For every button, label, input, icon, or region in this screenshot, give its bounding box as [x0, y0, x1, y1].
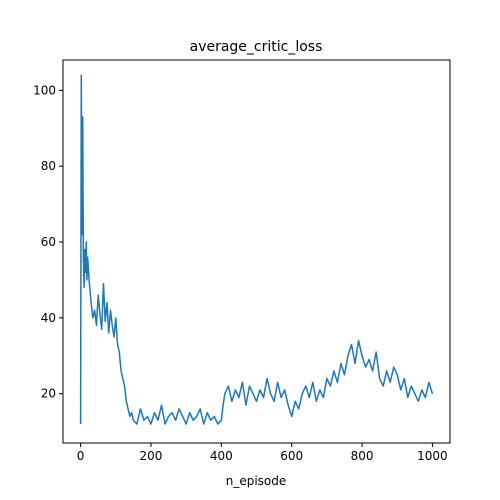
series-line-0 — [79, 74, 434, 425]
x-tick-label: 200 — [140, 449, 163, 463]
y-tick-label: 60 — [41, 235, 56, 249]
x-tick-label: 800 — [351, 449, 374, 463]
x-axis-label: n_episode — [226, 474, 287, 488]
chart-title: average_critic_loss — [190, 39, 323, 55]
x-tick-label: 1000 — [417, 449, 448, 463]
x-tick-label: 400 — [210, 449, 233, 463]
y-tick-label: 80 — [41, 159, 56, 173]
y-axis: 20 40 60 80 100 — [33, 83, 63, 401]
x-tick-label: 600 — [280, 449, 303, 463]
x-tick-label: 0 — [77, 449, 85, 463]
y-tick-label: 40 — [41, 311, 56, 325]
x-axis: 0 200 400 600 800 1000 — [77, 443, 448, 463]
plot-frame — [62, 59, 451, 444]
plot-area — [79, 74, 434, 425]
y-tick-label: 100 — [33, 83, 56, 97]
y-tick-label: 20 — [41, 387, 56, 401]
